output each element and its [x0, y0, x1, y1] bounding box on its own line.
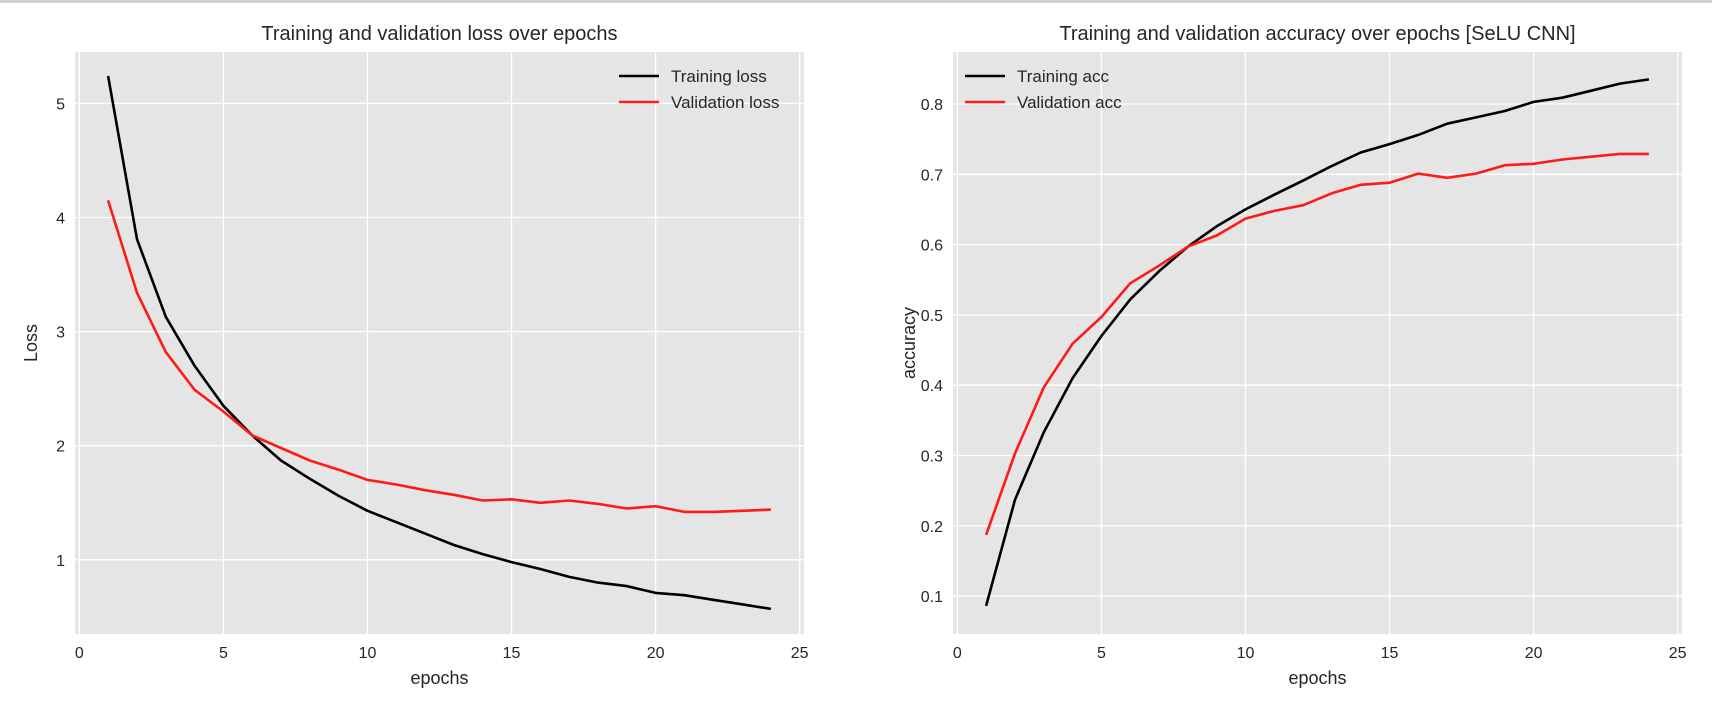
x-axis-label: epochs: [410, 668, 468, 688]
chart-1: 0 5 10 15 20 25 1 2 3 4 5 Training and validation l…: [21, 23, 809, 688]
legend-label: Validation acc: [1017, 93, 1122, 112]
x-tick-label: 25: [791, 645, 809, 662]
x-tick-label: 25: [1669, 645, 1687, 662]
x-axis-label: epochs: [1288, 668, 1346, 688]
x-tick-label: 15: [503, 645, 521, 662]
y-tick-label: 0.1: [921, 589, 943, 606]
plot-area: [75, 52, 804, 634]
x-tick-label: 20: [1525, 645, 1543, 662]
x-tick-label: 5: [219, 645, 228, 662]
plot-area: [953, 52, 1682, 634]
legend-label: Training loss: [671, 67, 767, 86]
legend-label: Training acc: [1017, 67, 1109, 86]
y-tick-label: 0.7: [921, 167, 943, 184]
y-tick-label: 0.4: [921, 378, 943, 395]
x-tick-label: 0: [953, 645, 962, 662]
y-tick-label: 2: [56, 439, 65, 456]
y-axis-label: accuracy: [899, 307, 919, 379]
x-tick-label: 10: [1237, 645, 1255, 662]
x-tick-label: 15: [1381, 645, 1399, 662]
y-tick-label: 3: [56, 325, 65, 342]
x-tick-label: 5: [1097, 645, 1106, 662]
chart-title: Training and validation accuracy over ep…: [1059, 23, 1575, 45]
x-tick-label: 10: [359, 645, 377, 662]
y-tick-label: 0.5: [921, 308, 943, 325]
legend-label: Validation loss: [671, 93, 779, 112]
chart-title: Training and validation loss over epochs: [261, 23, 617, 45]
y-tick-label: 1: [56, 553, 65, 570]
y-tick-label: 0.6: [921, 238, 943, 255]
y-tick-label: 5: [56, 96, 65, 113]
chart-2: 0 5 10 15 20 25 0.1 0.2 0.3 0.4 0.5 0.6 0.7 0.8 Traini…: [899, 23, 1687, 688]
output-cell-top-border: [0, 0, 1712, 3]
x-tick-label: 0: [75, 645, 84, 662]
y-tick-label: 4: [56, 210, 65, 227]
y-tick-label: 0.2: [921, 519, 943, 536]
y-tick-label: 0.3: [921, 448, 943, 465]
y-tick-label: 0.8: [921, 97, 943, 114]
y-axis-label: Loss: [21, 324, 41, 362]
x-tick-label: 20: [647, 645, 665, 662]
